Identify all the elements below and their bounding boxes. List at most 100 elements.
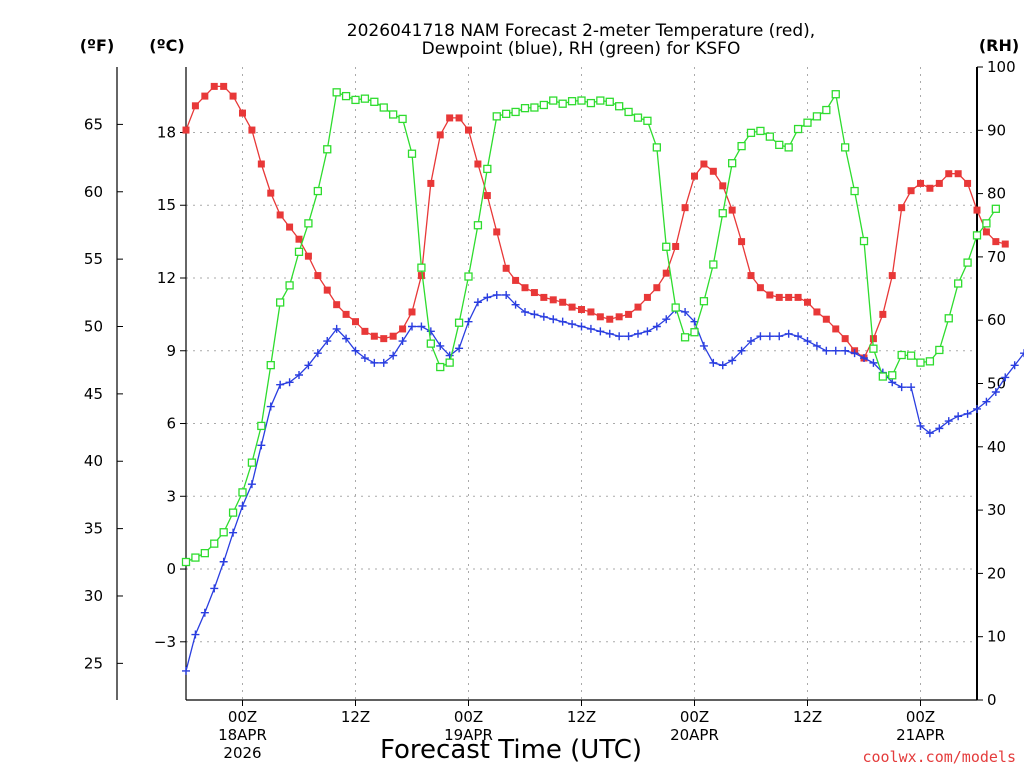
- temperature-point: [220, 82, 228, 90]
- rh-tick-label: 40: [987, 438, 1006, 456]
- time-tick-label: 20APR: [670, 726, 719, 744]
- time-tick-label: 00Z: [906, 708, 935, 726]
- temperature-point: [672, 242, 680, 250]
- rh-point: [266, 360, 275, 370]
- dewpoint-point: [652, 322, 661, 331]
- temperature-point: [530, 289, 538, 297]
- rh-tick-label: 20: [987, 564, 1006, 582]
- rh-point: [247, 458, 257, 467]
- rh-point: [191, 553, 200, 562]
- rh-tick-label: 60: [987, 311, 1006, 329]
- temperature-point: [775, 293, 783, 301]
- rh-tick-label: 100: [987, 58, 1016, 76]
- tick-labels: −3 0 3 6 9 12 15 18 25 30 35 40 45 50 55 60 65 0 10 20 30 40 5…: [84, 58, 1016, 762]
- temperature-point: [549, 296, 557, 304]
- rh-tick-label: 70: [987, 248, 1006, 266]
- celsius-tick-label: 9: [166, 342, 176, 360]
- fahrenheit-tick-label: 50: [84, 318, 103, 336]
- temperature-point: [794, 293, 802, 301]
- dewpoint-point: [916, 421, 925, 430]
- series-rh: [181, 88, 1000, 567]
- dewpoint-point: [925, 429, 934, 438]
- temperature-point: [804, 298, 811, 306]
- temperature-point: [869, 335, 877, 343]
- temperature-point: [304, 252, 312, 260]
- dewpoint-point: [784, 329, 793, 338]
- temperature-point: [738, 238, 746, 246]
- dewpoint-point: [765, 332, 774, 341]
- rh-tick-label: 10: [987, 628, 1006, 646]
- dewpoint-point: [596, 327, 605, 336]
- temperature-point: [709, 167, 717, 175]
- temperature-point: [408, 308, 416, 316]
- dewpoint-point: [558, 317, 567, 326]
- rh-point: [615, 102, 624, 111]
- dewpoint-point: [681, 307, 690, 316]
- dewpoint-point: [539, 312, 548, 321]
- rh-point: [888, 371, 897, 380]
- dewpoint-point: [709, 358, 718, 367]
- title-line-2: Dewpoint (blue), RH (green) for KSFO: [422, 39, 741, 59]
- temperature-point: [229, 92, 237, 100]
- temperature-point: [587, 308, 595, 316]
- rh-point: [633, 113, 643, 122]
- temperature-point: [719, 182, 727, 190]
- temperature-point: [333, 301, 341, 309]
- rh-tick-label: 90: [987, 121, 1006, 139]
- celsius-tick-label: −3: [154, 633, 176, 651]
- fahrenheit-tick-label: 45: [84, 385, 103, 403]
- dewpoint-point: [643, 327, 652, 336]
- temperature-point: [502, 264, 510, 272]
- temperature-point: [700, 160, 708, 168]
- rh-point: [991, 204, 1000, 213]
- dewpoint-point: [812, 341, 821, 350]
- rh-point: [869, 344, 878, 353]
- temperature-point: [380, 335, 388, 343]
- rh-point: [530, 103, 539, 112]
- rh-point: [502, 109, 511, 118]
- dewpoint-point: [285, 378, 294, 387]
- temperature-point: [935, 179, 943, 187]
- temperature-point: [643, 293, 651, 301]
- celsius-tick-label: 12: [157, 269, 176, 287]
- series-layer: [181, 82, 1024, 675]
- dewpoint-point: [417, 322, 426, 331]
- dewpoint-point: [511, 300, 520, 309]
- dewpoint-point: [756, 332, 765, 341]
- rh-point: [539, 100, 548, 110]
- rh-point: [511, 107, 520, 117]
- temperature-point: [596, 313, 604, 321]
- rh-point: [643, 116, 652, 125]
- temperature-point: [747, 272, 755, 280]
- dewpoint-point: [492, 290, 501, 299]
- rh-point: [332, 88, 341, 97]
- temperature-point: [1001, 240, 1009, 248]
- fahrenheit-unit-label: (ºF): [80, 36, 115, 55]
- rh-point: [728, 159, 737, 168]
- rh-point: [436, 362, 445, 372]
- temperature-point: [493, 228, 501, 236]
- dewpoint-point: [944, 417, 953, 426]
- celsius-unit-label: (ºC): [149, 36, 184, 55]
- time-tick-label: 12Z: [793, 708, 822, 726]
- temperature-point: [841, 335, 849, 343]
- celsius-tick-label: 6: [166, 415, 176, 433]
- rh-point: [831, 90, 840, 99]
- rh-point: [963, 258, 972, 267]
- dewpoint-point: [850, 349, 859, 358]
- rh-unit-label: (RH): [979, 36, 1019, 55]
- celsius-tick-label: 0: [166, 560, 176, 578]
- temperature-point: [540, 293, 548, 301]
- time-tick-label: 00Z: [454, 708, 483, 726]
- fahrenheit-tick-label: 60: [84, 183, 103, 201]
- rh-point: [699, 297, 709, 306]
- dewpoint-point: [521, 307, 529, 316]
- temperature-point: [559, 298, 567, 306]
- fahrenheit-tick-label: 25: [84, 654, 103, 672]
- dewpoint-point: [210, 584, 219, 593]
- dewpoint-point: [1010, 361, 1019, 370]
- temperature-point: [399, 325, 407, 333]
- time-tick-label: 12Z: [567, 708, 596, 726]
- dewpoint-point: [304, 361, 313, 370]
